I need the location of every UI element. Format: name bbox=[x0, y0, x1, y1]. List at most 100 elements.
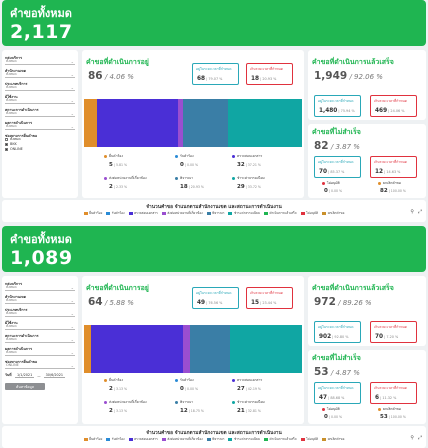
district-legend-label: ดำเนินการแล้วเสร็จ bbox=[269, 437, 297, 441]
filter-select[interactable]: ทั้งหมด ⌄ bbox=[5, 123, 75, 130]
processing-title: คำขอที่ดำเนินการอยู่ bbox=[86, 58, 149, 66]
completed-percent-prefix: / bbox=[335, 299, 343, 307]
filter-select[interactable]: ทั้งหมด ⌄ bbox=[5, 311, 75, 317]
district-legend-item[interactable]: ไม่อนุมัติ bbox=[300, 437, 319, 442]
district-legend-item[interactable]: รับคำร้อง bbox=[106, 211, 125, 216]
filter-select[interactable]: ทั้งหมด ⌄ bbox=[5, 336, 75, 343]
filter-select[interactable]: ทั้งหมด ⌄ bbox=[5, 98, 75, 104]
legend-label: รับคำร้อง bbox=[180, 154, 194, 158]
district-legend-item[interactable]: ยกเลิกคำขอ bbox=[322, 437, 344, 442]
failed-cancel-percent: 100.00 % bbox=[390, 189, 406, 193]
legend-percent: 42.19 % bbox=[247, 387, 261, 391]
filter-select[interactable]: ทั้งหมด ⌄ bbox=[5, 324, 75, 330]
bar-segment[interactable] bbox=[84, 325, 91, 373]
filter-select[interactable]: ทั้งหมด ⌄ bbox=[5, 72, 75, 78]
legend-dot-icon bbox=[232, 401, 235, 404]
legend-label: ตรวจสอบเอกสาร bbox=[237, 378, 263, 382]
completed-percent-prefix: / bbox=[347, 73, 355, 81]
chevron-down-icon: ⌄ bbox=[70, 84, 74, 90]
district-legend-item[interactable]: ดำเนินการแล้วเสร็จ bbox=[263, 437, 297, 442]
source-channel-select[interactable]: ONLINE ⌄ bbox=[5, 363, 75, 369]
district-legend-item[interactable]: ชำระค่าธรรมเนียม bbox=[228, 437, 260, 442]
search-button[interactable]: ค้นหาข้อมูล bbox=[5, 383, 45, 390]
legend-value-row: 21 | 32.81 % bbox=[237, 408, 286, 414]
district-legend-item[interactable]: ตรวจสอบเอกสาร bbox=[128, 437, 158, 442]
filter-select[interactable]: ทั้งหมด ⌄ bbox=[5, 59, 75, 65]
legend-percent: 37.21 % bbox=[247, 163, 261, 167]
failed-reject-label: ไม่อนุมัติ bbox=[327, 407, 340, 411]
chevron-down-icon: ⌄ bbox=[70, 123, 74, 129]
bar-segment[interactable] bbox=[84, 99, 97, 147]
status-legend-item: ยื่นคำร้อง 2 | 3.13 % bbox=[104, 378, 158, 398]
filter-select[interactable]: ทั้งหมด ⌄ bbox=[5, 285, 75, 291]
date-to[interactable]: 30/6/2021 bbox=[43, 373, 66, 378]
district-legend-item[interactable]: ยื่นคำร้อง bbox=[83, 437, 102, 442]
bar-segment[interactable] bbox=[177, 99, 183, 147]
filter-select-value: ทั้งหมด bbox=[6, 349, 17, 354]
completed-within-box-percent: 92.80 % bbox=[334, 335, 349, 339]
legend-value-row: 2 | 3.13 % bbox=[109, 408, 158, 414]
legend-separator: | bbox=[244, 387, 248, 391]
failed-cancel-percent: 100.00 % bbox=[390, 415, 406, 419]
bar-segment[interactable] bbox=[230, 325, 302, 373]
district-legend-item[interactable]: ตรวจสอบเอกสาร bbox=[128, 211, 158, 216]
district-status-chart: จำนวนคำขอ จำแนกตามสำนักงานเขต และสถานะกา… bbox=[2, 200, 426, 222]
filter-label: ผู้ใช้งาน bbox=[5, 94, 18, 98]
checkbox-icon[interactable] bbox=[5, 147, 8, 151]
bar-segment[interactable] bbox=[182, 325, 190, 373]
district-legend-item[interactable]: ยื่นคำร้อง bbox=[83, 211, 102, 216]
processing-within-box-value-row: 49 | 76.56 % bbox=[197, 300, 222, 306]
failed-over-box-separator: | bbox=[379, 396, 383, 400]
legend-separator: | bbox=[327, 189, 331, 193]
legend-swatch-icon bbox=[263, 438, 268, 441]
chevron-down-icon: ⌄ bbox=[70, 336, 74, 342]
bar-segment[interactable] bbox=[189, 325, 231, 373]
checkbox-icon[interactable] bbox=[5, 137, 8, 141]
source-checkbox[interactable]: BKK bbox=[5, 142, 75, 147]
filter-select[interactable]: ทั้งหมด ⌄ bbox=[5, 84, 75, 91]
completed-value-row: 1,949 / 92.06 % bbox=[314, 70, 383, 82]
district-legend-item[interactable]: ส่งต่อหน่วยงานที่เกี่ยวข้อง bbox=[161, 437, 203, 442]
legend-dot-icon bbox=[232, 155, 235, 158]
processing-over-box-percent: 20.93 % bbox=[262, 77, 277, 81]
processing-within-box-percent: 79.07 % bbox=[208, 77, 223, 81]
completed-over-box-label: เกินระยะเวลาที่กำหนด bbox=[374, 99, 407, 103]
expand-icon[interactable]: ⤢ bbox=[417, 209, 422, 215]
filter-icon[interactable]: ⚲ bbox=[410, 435, 414, 441]
legend-percent: 2.33 % bbox=[115, 185, 128, 189]
legend-value-row: 0 | 0.00 % bbox=[180, 162, 229, 168]
district-legend-item[interactable]: ชำระค่าธรรมเนียม bbox=[228, 211, 260, 216]
legend-swatch-icon bbox=[206, 438, 211, 441]
date-separator: — bbox=[37, 373, 41, 378]
district-legend-item[interactable]: รับคำร้อง bbox=[106, 437, 125, 442]
filter-label: ประเภทบริการ bbox=[5, 81, 28, 85]
date-from[interactable]: 1/1/2021 bbox=[15, 373, 35, 378]
expand-icon[interactable]: ⤢ bbox=[417, 435, 422, 441]
legend-label: พิจารณา bbox=[180, 400, 193, 404]
district-legend-item[interactable]: ยกเลิกคำขอ bbox=[322, 211, 344, 216]
source-checkbox[interactable]: ONLINE bbox=[5, 147, 75, 152]
bar-segment[interactable] bbox=[182, 99, 229, 147]
bar-segment[interactable] bbox=[90, 325, 183, 373]
filter-label: สถานะการดำเนินการ bbox=[5, 333, 39, 337]
source-checkbox[interactable]: ทั้งหมด bbox=[5, 137, 75, 142]
bar-segment[interactable] bbox=[96, 99, 178, 147]
district-legend-item[interactable]: ไม่อนุมัติ bbox=[300, 211, 318, 216]
district-legend-item[interactable]: พิจารณา bbox=[206, 211, 224, 216]
filter-select[interactable]: ทั้งหมด ⌄ bbox=[5, 111, 75, 117]
district-legend-item[interactable]: ส่งต่อหน่วยงานที่เกี่ยวข้อง bbox=[161, 211, 203, 216]
district-legend-label: ไม่อนุมัติ bbox=[306, 437, 319, 441]
bar-segment[interactable] bbox=[228, 99, 302, 147]
failed-over-box-value: 6 bbox=[375, 395, 380, 401]
filter-select[interactable]: ทั้งหมด ⌄ bbox=[5, 298, 75, 304]
filter-select[interactable]: ทั้งหมด ⌄ bbox=[5, 349, 75, 356]
processing-value: 86 bbox=[88, 70, 103, 82]
district-legend-item[interactable]: พิจารณา bbox=[206, 437, 224, 442]
filter-icon[interactable]: ⚲ bbox=[410, 209, 414, 215]
status-legend-item: พิจารณา 12 | 18.75 % bbox=[175, 400, 229, 420]
legend-swatch-icon bbox=[161, 212, 166, 215]
processing-within-box-value: 68 bbox=[197, 76, 206, 82]
processing-over-box-separator: | bbox=[259, 301, 263, 305]
district-legend-item[interactable]: ดำเนินการแล้วเสร็จ bbox=[263, 211, 297, 216]
checkbox-icon[interactable] bbox=[5, 142, 8, 146]
